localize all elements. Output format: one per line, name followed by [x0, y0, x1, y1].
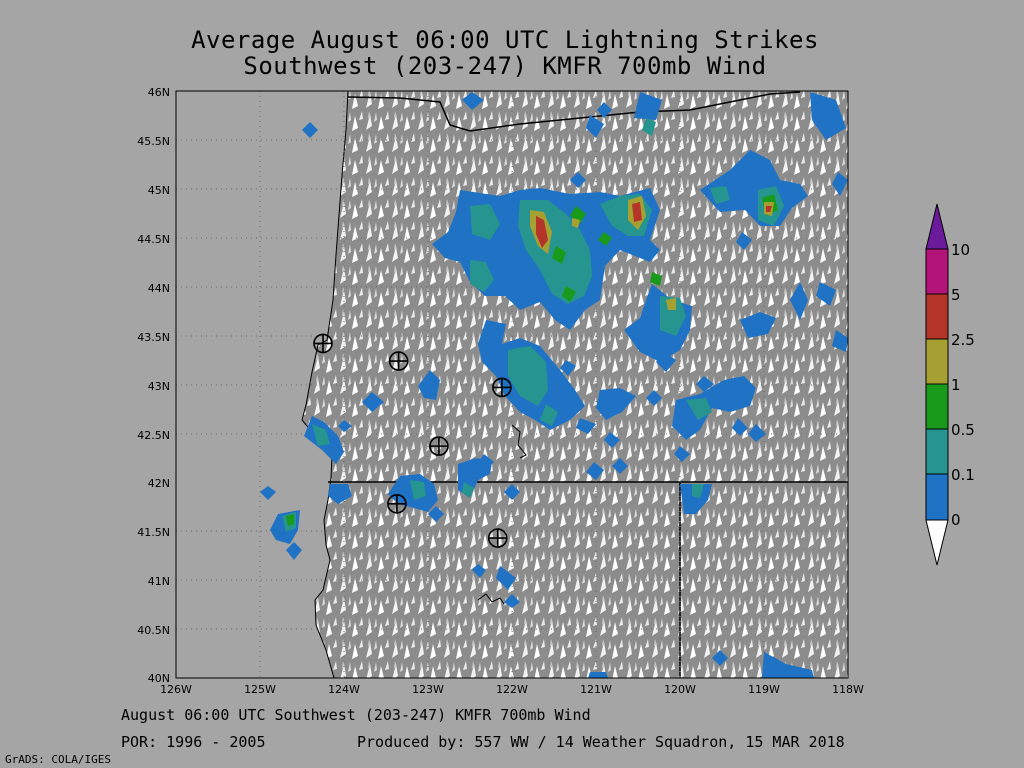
- map-panel: [176, 91, 848, 678]
- legend-label: 2.5: [951, 331, 975, 349]
- latitude-labels: 46N 45.5N 45N 44.5N 44N 43.5N 43N 42.5N …: [137, 86, 170, 685]
- footer-description: August 06:00 UTC Southwest (203-247) KMF…: [121, 706, 591, 724]
- legend-arrow-bottom: [925, 519, 949, 566]
- station-marker-station-6: [487, 528, 508, 548]
- legend-label: 5: [951, 286, 961, 304]
- grads-credit: GrADS: COLA/IGES: [5, 753, 111, 766]
- longitude-labels: 126W 125W 124W 123W 122W 121W 120W 119W …: [160, 683, 864, 696]
- lat-label: 40N: [148, 672, 170, 685]
- lon-label: 121W: [580, 683, 612, 696]
- lon-label: 118W: [832, 683, 864, 696]
- legend-label: 0.1: [951, 466, 975, 484]
- lat-label: 45N: [148, 184, 170, 197]
- lat-label: 43.5N: [137, 331, 170, 344]
- lat-label: 43N: [148, 380, 170, 393]
- station-marker-station-4: [429, 436, 449, 456]
- lon-label: 124W: [328, 683, 360, 696]
- upper-klamath-lake: [511, 424, 527, 459]
- lon-label: 120W: [664, 683, 696, 696]
- station-marker-station-5: [387, 494, 407, 514]
- legend-label: 1: [951, 376, 961, 394]
- legend-swatch: [925, 293, 949, 340]
- map-title-line2: Southwest (203-247) KMFR 700mb Wind: [243, 52, 767, 80]
- lat-label: 42.5N: [137, 429, 170, 442]
- legend-label: 0: [951, 511, 961, 529]
- lat-label: 40.5N: [137, 624, 170, 637]
- lightning-density-shading: [260, 92, 848, 678]
- legend-label: 10: [951, 241, 970, 259]
- footer-period-of-record: POR: 1996 - 2005: [121, 733, 266, 751]
- lat-label: 42N: [148, 477, 170, 490]
- station-marker-station-1: [313, 333, 333, 354]
- map-frame: [175, 90, 849, 679]
- color-legend: 0 0.1 0.5 1 2.5 5 10: [925, 203, 975, 566]
- lon-label: 125W: [244, 683, 276, 696]
- legend-swatch: [925, 248, 949, 295]
- shasta-lake: [477, 593, 505, 605]
- station-marker-station-2: [388, 351, 409, 371]
- legend-swatch: [925, 338, 949, 385]
- legend-label: 0.5: [951, 421, 975, 439]
- station-marker-station-3: [492, 377, 512, 398]
- lon-label: 122W: [496, 683, 528, 696]
- footer-producer: Produced by: 557 WW / 14 Weather Squadro…: [357, 733, 845, 751]
- lon-label: 126W: [160, 683, 192, 696]
- lat-label: 41.5N: [137, 526, 170, 539]
- lon-label: 123W: [412, 683, 444, 696]
- state-border-washington: [347, 91, 801, 132]
- lat-label: 46N: [148, 86, 170, 99]
- lat-label: 44.5N: [137, 233, 170, 246]
- map-title-line1: Average August 06:00 UTC Lightning Strik…: [191, 26, 819, 54]
- legend-swatch: [925, 428, 949, 475]
- legend-swatch: [925, 383, 949, 430]
- lat-label: 41N: [148, 575, 170, 588]
- legend-arrow-top: [925, 203, 949, 250]
- legend-swatch: [925, 473, 949, 521]
- lon-label: 119W: [748, 683, 780, 696]
- station-markers: [313, 333, 512, 548]
- lat-label: 44N: [148, 282, 170, 295]
- lat-label: 45.5N: [137, 135, 170, 148]
